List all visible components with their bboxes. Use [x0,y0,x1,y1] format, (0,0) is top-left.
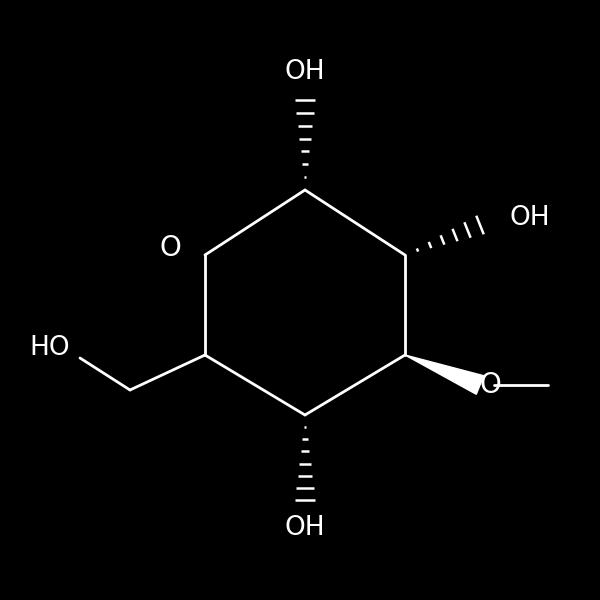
Text: HO: HO [29,335,70,361]
Text: O: O [479,371,501,399]
Text: O: O [159,234,181,262]
Text: OH: OH [284,59,325,85]
Text: OH: OH [284,515,325,541]
Polygon shape [405,355,484,394]
Text: OH: OH [509,205,550,231]
